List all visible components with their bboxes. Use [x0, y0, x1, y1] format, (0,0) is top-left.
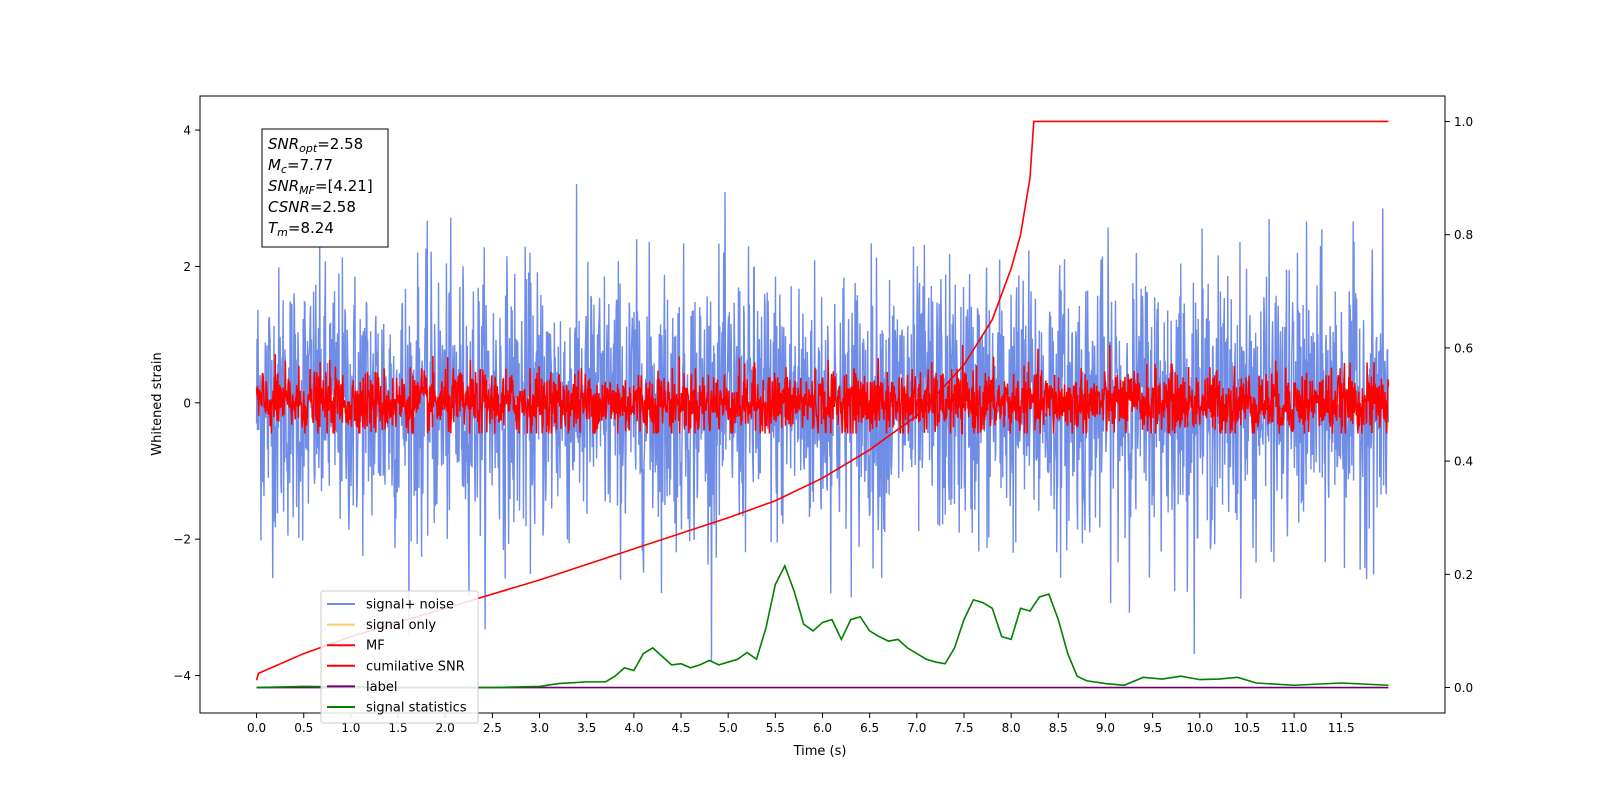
x-tick-label: 8.0 [1002, 721, 1021, 735]
annotation-box-frame [261, 128, 389, 248]
x-tick-label: 11.0 [1281, 721, 1308, 735]
annotation-line: Tm=8.24 [268, 219, 334, 239]
annotation-symbol: CSNR [268, 198, 310, 216]
x-axis-label: Time (s) [793, 744, 847, 759]
x-tick-label: 1.5 [389, 721, 408, 735]
annotation-subscript: MF [299, 184, 315, 197]
x-tick-label: 8.5 [1049, 721, 1068, 735]
annotation-subscript: c [281, 163, 287, 176]
legend-entry-label: MF [366, 639, 385, 654]
y-tick-label: 2 [183, 260, 191, 274]
x-tick-label: 7.5 [954, 721, 973, 735]
annotation-value: =2.58 [310, 198, 356, 216]
annotation-line: Mc=7.77 [268, 156, 333, 176]
x-tick-label: 2.0 [436, 721, 455, 735]
x-tick-label: 1.0 [341, 721, 360, 735]
annotation-subscript: opt [299, 142, 318, 155]
x-tick-label: 0.0 [247, 721, 266, 735]
y2-tick-label: 0.4 [1454, 455, 1473, 469]
y-axis-right: 1.0 0.8 0.6 0.4 0.2 0.0 [1445, 115, 1473, 695]
annotation-value: =2.58 [317, 135, 363, 153]
x-tick-label: 3.5 [577, 721, 596, 735]
y-tick-label: −4 [173, 669, 191, 683]
annotation-symbol: SNR [268, 177, 299, 195]
annotation-value: =7.77 [287, 156, 333, 174]
x-tick-label: 9.5 [1143, 721, 1162, 735]
annotation-symbol: T [268, 219, 279, 237]
x-tick-label: 5.5 [766, 721, 785, 735]
annotation-line: SNRopt=2.58 [268, 135, 363, 155]
legend-entry-label: cumilative SNR [366, 659, 465, 674]
legend-frame [320, 590, 479, 724]
legend-entry-label: label [366, 680, 397, 695]
x-tick-label: 7.0 [907, 721, 926, 735]
x-tick-label: 9.0 [1096, 721, 1115, 735]
annotation-line: SNRMF=[4.21] [268, 177, 373, 197]
y-axis-label: Whitened strain [150, 352, 165, 455]
x-tick-label: 6.5 [860, 721, 879, 735]
y2-tick-label: 0.8 [1454, 228, 1473, 242]
series-signal-statistics-line [256, 563, 1389, 689]
annotation-symbol: M [268, 156, 281, 174]
annotation-symbol: SNR [268, 135, 299, 153]
y-tick-label: 4 [183, 124, 191, 138]
series-mf-line [255, 344, 1390, 435]
legend-entry-label: signal only [366, 618, 436, 633]
x-axis: 0.0 0.5 1.0 1.5 2.0 2.5 3.0 3.5 4.0 4.5 5.0 5.5 6.0 6… [247, 713, 1355, 735]
y2-tick-label: 1.0 [1454, 115, 1473, 129]
x-tick-label: 3.0 [530, 721, 549, 735]
stats-annotation-box: SNRopt=2.58Mc=7.77SNRMF=[4.21]CSNR=2.58T… [261, 128, 389, 248]
x-tick-label: 2.5 [483, 721, 502, 735]
x-tick-label: 4.5 [671, 721, 690, 735]
x-tick-label: 4.0 [624, 721, 643, 735]
annotation-value: =[4.21] [315, 177, 373, 195]
annotation-subscript: m [277, 226, 288, 239]
annotation-value: =8.24 [288, 219, 334, 237]
y-axis-left: 4 2 0 −2 −4 [173, 124, 200, 683]
y-tick-label: 0 [183, 396, 191, 410]
annotation-line: CSNR=2.58 [268, 198, 356, 216]
x-tick-label: 10.0 [1186, 721, 1213, 735]
y2-tick-label: 0.0 [1454, 681, 1473, 695]
y2-tick-label: 0.2 [1454, 568, 1473, 582]
legend: signal+ noise signal only MF cumilative SNR… [320, 590, 479, 724]
y2-tick-label: 0.6 [1454, 341, 1473, 355]
x-tick-label: 0.5 [294, 721, 313, 735]
x-tick-label: 5.0 [719, 721, 738, 735]
x-tick-label: 6.0 [813, 721, 832, 735]
legend-entry-label: signal+ noise [366, 598, 454, 613]
legend-entry-label: signal statistics [366, 701, 467, 716]
x-tick-label: 11.5 [1328, 721, 1355, 735]
y-tick-label: −2 [173, 533, 191, 547]
x-tick-label: 10.5 [1234, 721, 1261, 735]
